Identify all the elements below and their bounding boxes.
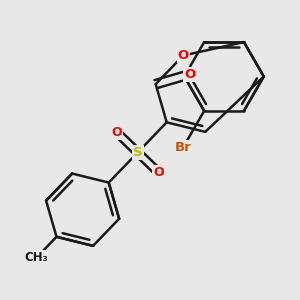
Text: Br: Br xyxy=(175,141,192,154)
Text: O: O xyxy=(111,126,122,139)
Text: O: O xyxy=(154,166,164,179)
Text: S: S xyxy=(133,146,142,159)
Text: O: O xyxy=(178,49,189,62)
Text: CH₃: CH₃ xyxy=(24,251,48,264)
Text: O: O xyxy=(184,68,196,81)
